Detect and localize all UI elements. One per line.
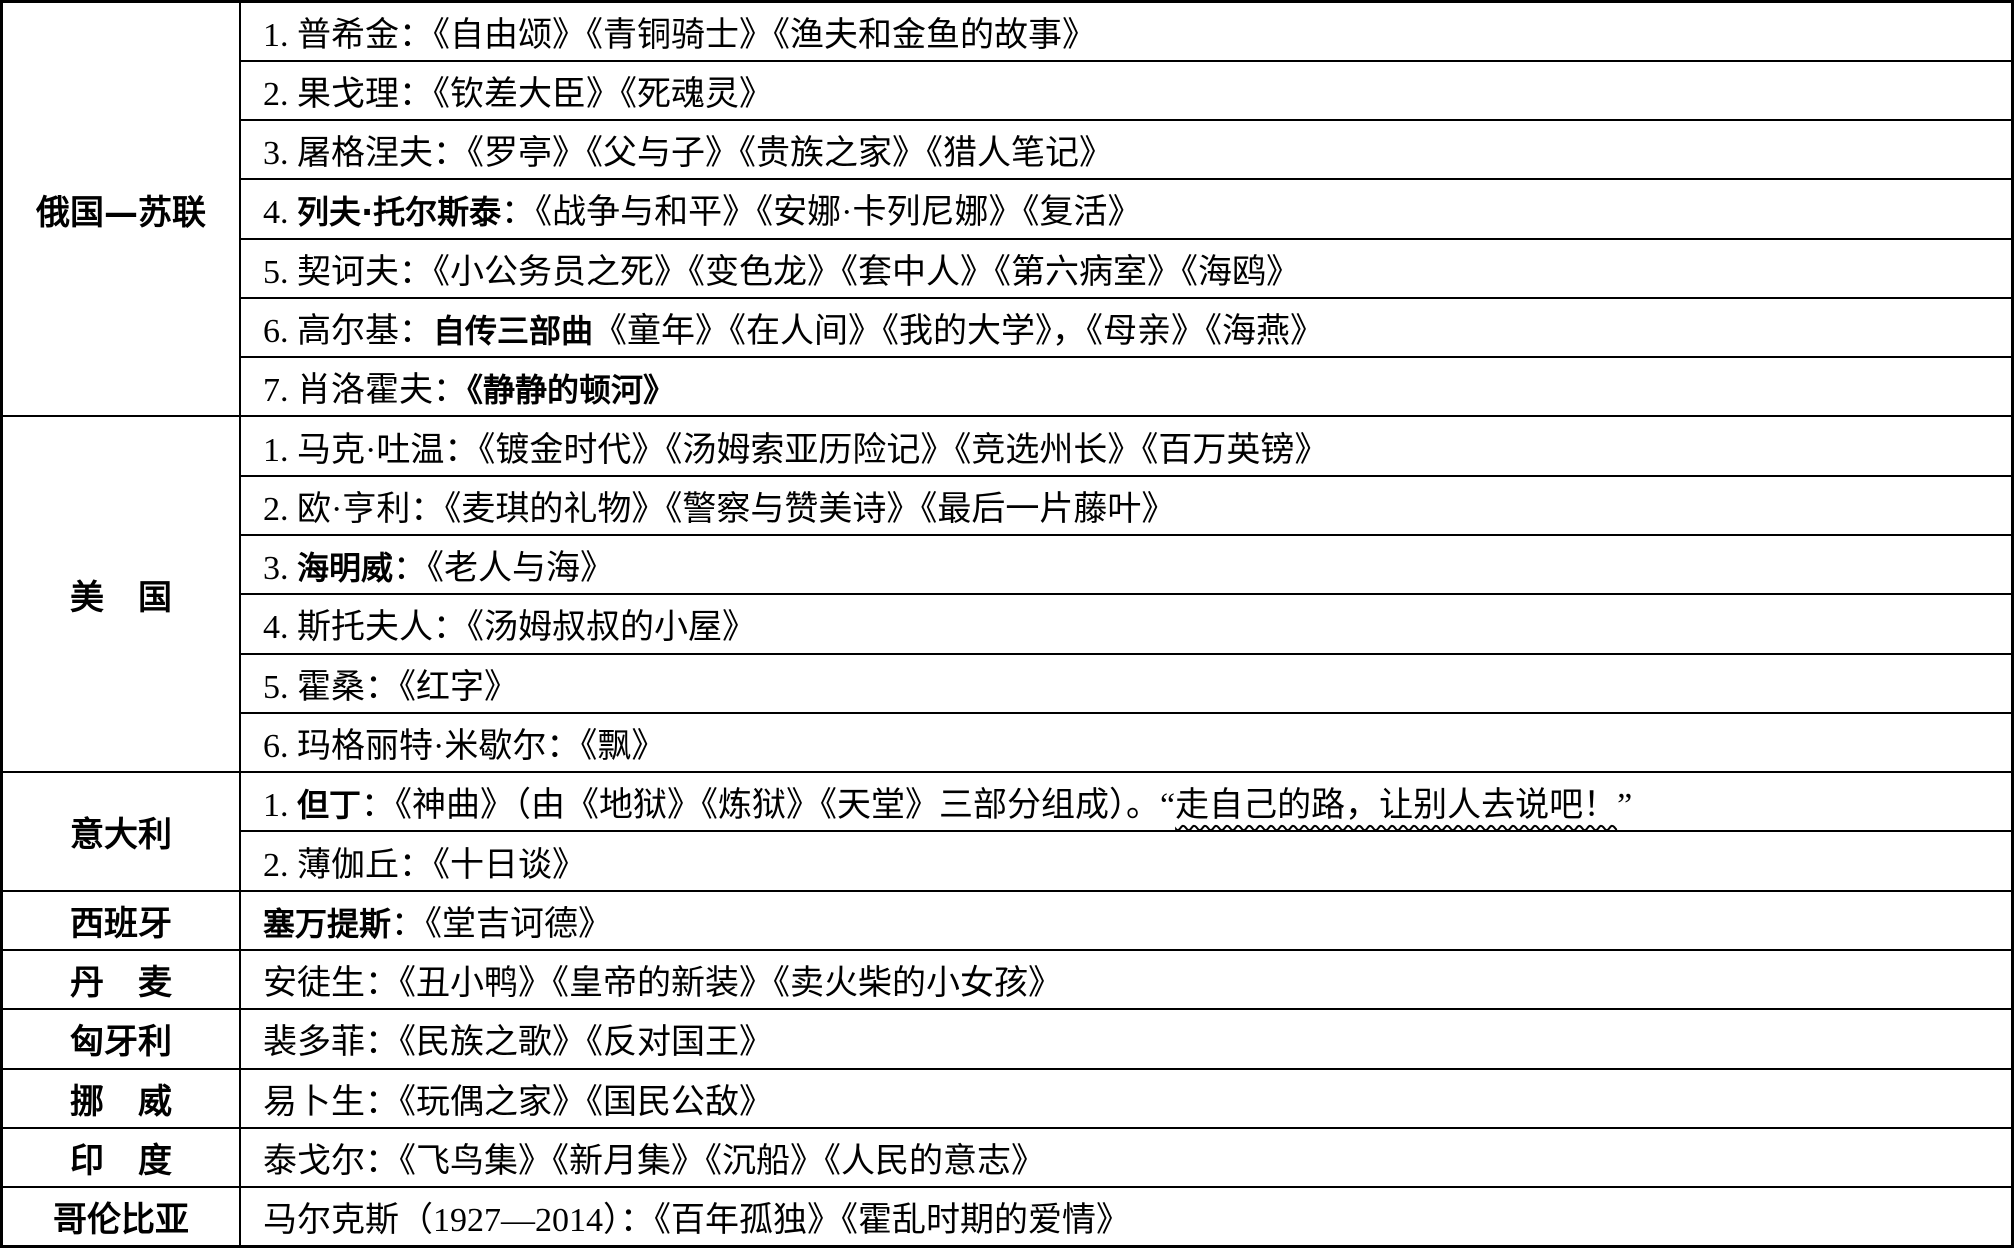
country-cell: 西班牙 bbox=[0, 889, 241, 952]
table-row: 挪 威易卜生：《玩偶之家》《国民公敌》 bbox=[0, 1067, 2014, 1129]
text-segment: 4. bbox=[263, 194, 297, 232]
table-row: 印 度泰戈尔：《飞鸟集》《新月集》《沉船》《人民的意志》 bbox=[0, 1126, 2014, 1189]
table-row: 2. 果戈理：《钦差大臣》《死魂灵》 bbox=[2, 59, 2014, 122]
table-row: 2. 薄伽丘：《十日谈》 bbox=[2, 830, 2014, 892]
works-cell: 3. 屠格涅夫：《罗亭》《父与子》《贵族之家》《猎人笔记》 bbox=[239, 119, 2014, 181]
works-cell: 裴多菲：《民族之歌》《反对国王》 bbox=[239, 1008, 2014, 1070]
text-segment: 5. 契诃夫：《小公务员之死》《变色龙》《套中人》《第六病室》《海鸥》 bbox=[263, 253, 1300, 291]
works-cell: 2. 欧·亨利：《麦琪的礼物》《警察与赞美诗》《最后一片藤叶》 bbox=[239, 474, 2014, 537]
text-segment: 6. 玛格丽特·米歇尔：《飘》 bbox=[263, 728, 666, 766]
works-cell: 马尔克斯（1927—2014）：《百年孤独》《霍乱时期的爱情》 bbox=[239, 1186, 2014, 1248]
table-row: 哥伦比亚 马尔克斯（1927—2014）：《百年孤独》《霍乱时期的爱情》 bbox=[0, 1186, 2014, 1248]
works-cell: 泰戈尔：《飞鸟集》《新月集》《沉船》《人民的意志》 bbox=[239, 1126, 2014, 1189]
text-segment: 安徒生：《丑小鸭》《皇帝的新装》《卖火柴的小女孩》 bbox=[263, 965, 1062, 1003]
country-cell: 丹 麦 bbox=[0, 948, 241, 1011]
text-segment: ” bbox=[1617, 787, 1633, 825]
works-cell: 安徒生：《丑小鸭》《皇帝的新装》《卖火柴的小女孩》 bbox=[239, 948, 2014, 1011]
works-cell: 4. 列夫·托尔斯泰：《战争与和平》《安娜·卡列尼娜》《复活》 bbox=[239, 178, 2014, 240]
text-segment: 走自己的路，让别人去说吧！ bbox=[1175, 787, 1618, 825]
works-cell: 5. 契诃夫：《小公务员之死》《变色龙》《套中人》《第六病室》《海鸥》 bbox=[239, 237, 2014, 299]
text-segment: 列夫·托尔斯泰 bbox=[297, 193, 502, 232]
table-row: 7. 肖洛霍夫：《静静的顿河》 bbox=[2, 356, 2014, 418]
works-cell: 2. 果戈理：《钦差大臣》《死魂灵》 bbox=[239, 59, 2014, 122]
text-segment: 海明威 bbox=[297, 549, 394, 588]
text-segment: 裴多菲：《民族之歌》《反对国王》 bbox=[263, 1024, 773, 1062]
table-row: 6. 高尔基：自传三部曲《童年》《在人间》《我的大学》，《母亲》《海燕》 bbox=[2, 296, 2014, 359]
text-segment: ：《堂吉诃德》 bbox=[391, 905, 613, 943]
table-row: 俄国—苏联 1. 普希金：《自由颂》《青铜骑士》《渔夫和金鱼的故事》 bbox=[0, 0, 2014, 418]
table-row: 6. 玛格丽特·米歇尔：《飘》 bbox=[2, 711, 2014, 774]
table-row: 美 国 1. 马克·吐温：《镀金时代》《汤姆索亚历险记》《竞选州长》《百万英镑》 bbox=[0, 415, 2014, 774]
text-segment: 易卜生：《玩偶之家》《国民公敌》 bbox=[263, 1083, 773, 1121]
text-segment: 《静静的顿河》 bbox=[467, 371, 676, 410]
table-row: 意大利 1. 但丁：《神曲》（由《地狱》《炼狱》《天堂》三部分组成）。“走自己的路… bbox=[0, 771, 2014, 892]
table-row: 5. 契诃夫：《小公务员之死》《变色龙》《套中人》《第六病室》《海鸥》 bbox=[2, 237, 2014, 299]
works-cell: 4. 斯托夫人：《汤姆叔叔的小屋》 bbox=[239, 593, 2014, 655]
text-segment: ：《战争与和平》《安娜·卡列尼娜》《复活》 bbox=[501, 194, 1142, 232]
text-segment: ：《老人与海》 bbox=[393, 550, 615, 588]
country-cell: 意大利 bbox=[0, 771, 241, 892]
text-segment: 《童年》《在人间》《我的大学》，《母亲》《海燕》 bbox=[593, 313, 1325, 351]
text-segment: 1. bbox=[263, 787, 297, 825]
text-segment: ：《神曲》（由《地狱》《炼狱》《天堂》三部分组成）。“ bbox=[361, 787, 1176, 825]
country-cell: 挪 威 bbox=[0, 1067, 241, 1129]
text-segment: 3. 屠格涅夫：《罗亭》《父与子》《贵族之家》《猎人笔记》 bbox=[263, 135, 1113, 173]
text-segment: 泰戈尔：《飞鸟集》《新月集》《沉船》《人民的意志》 bbox=[263, 1142, 1045, 1180]
table-row: 丹 麦安徒生：《丑小鸭》《皇帝的新装》《卖火柴的小女孩》 bbox=[0, 948, 2014, 1011]
text-segment: 2. 薄伽丘：《十日谈》 bbox=[263, 846, 586, 884]
works-cell: 5. 霍桑：《红字》 bbox=[239, 652, 2014, 714]
works-cell: 1. 但丁：《神曲》（由《地狱》《炼狱》《天堂》三部分组成）。“走自己的路，让别… bbox=[239, 771, 2014, 833]
table-row: 西班牙 塞万提斯：《堂吉诃德》 bbox=[0, 889, 2014, 952]
table-row: 4. 斯托夫人：《汤姆叔叔的小屋》 bbox=[2, 593, 2014, 655]
table-row: 2. 欧·亨利：《麦琪的礼物》《警察与赞美诗》《最后一片藤叶》 bbox=[2, 474, 2014, 537]
table-row: 5. 霍桑：《红字》 bbox=[2, 652, 2014, 714]
text-segment: 但丁 bbox=[297, 786, 362, 825]
text-segment: 塞万提斯 bbox=[263, 904, 392, 943]
works-cell: 2. 薄伽丘：《十日谈》 bbox=[239, 830, 2014, 892]
country-cell: 哥伦比亚 bbox=[0, 1186, 241, 1248]
works-cell: 3. 海明威：《老人与海》 bbox=[239, 534, 2014, 596]
country-cell: 美 国 bbox=[0, 415, 241, 774]
table-row: 3. 海明威：《老人与海》 bbox=[2, 534, 2014, 596]
text-segment: 1. 马克·吐温：《镀金时代》《汤姆索亚历险记》《竞选州长》《百万英镑》 bbox=[263, 431, 1329, 469]
text-segment: 7. 肖洛霍夫： bbox=[263, 372, 467, 410]
text-segment: 马尔克斯（1927—2014）：《百年孤独》《霍乱时期的爱情》 bbox=[263, 1202, 1130, 1240]
country-cell: 俄国—苏联 bbox=[0, 0, 241, 418]
works-cell: 塞万提斯：《堂吉诃德》 bbox=[239, 889, 2014, 952]
works-cell: 6. 高尔基：自传三部曲《童年》《在人间》《我的大学》，《母亲》《海燕》 bbox=[239, 296, 2014, 359]
text-segment: 5. 霍桑：《红字》 bbox=[263, 668, 518, 706]
table-row: 3. 屠格涅夫：《罗亭》《父与子》《贵族之家》《猎人笔记》 bbox=[2, 119, 2014, 181]
works-cell: 7. 肖洛霍夫：《静静的顿河》 bbox=[239, 356, 2014, 418]
text-segment: 2. 欧·亨利：《麦琪的礼物》《警察与赞美诗》《最后一片藤叶》 bbox=[263, 490, 1176, 528]
text-segment: 3. bbox=[263, 550, 297, 588]
works-cell: 易卜生：《玩偶之家》《国民公敌》 bbox=[239, 1067, 2014, 1129]
table-row: 匈牙利 裴多菲：《民族之歌》《反对国王》 bbox=[0, 1008, 2014, 1070]
country-cell: 匈牙利 bbox=[0, 1008, 241, 1070]
country-cell: 印 度 bbox=[0, 1126, 241, 1189]
text-segment: 1. 普希金：《自由颂》《青铜骑士》《渔夫和金鱼的故事》 bbox=[263, 16, 1096, 54]
text-segment: 4. 斯托夫人：《汤姆叔叔的小屋》 bbox=[263, 609, 756, 647]
text-segment: 自传三部曲 bbox=[433, 312, 594, 351]
works-cell: 1. 普希金：《自由颂》《青铜骑士》《渔夫和金鱼的故事》 bbox=[239, 0, 2014, 62]
works-cell: 1. 马克·吐温：《镀金时代》《汤姆索亚历险记》《竞选州长》《百万英镑》 bbox=[239, 415, 2014, 477]
text-segment: 6. 高尔基： bbox=[263, 313, 433, 351]
table-row: 4. 列夫·托尔斯泰：《战争与和平》《安娜·卡列尼娜》《复活》 bbox=[2, 178, 2014, 240]
text-segment: 2. 果戈理：《钦差大臣》《死魂灵》 bbox=[263, 75, 773, 113]
works-cell: 6. 玛格丽特·米歇尔：《飘》 bbox=[239, 711, 2014, 774]
